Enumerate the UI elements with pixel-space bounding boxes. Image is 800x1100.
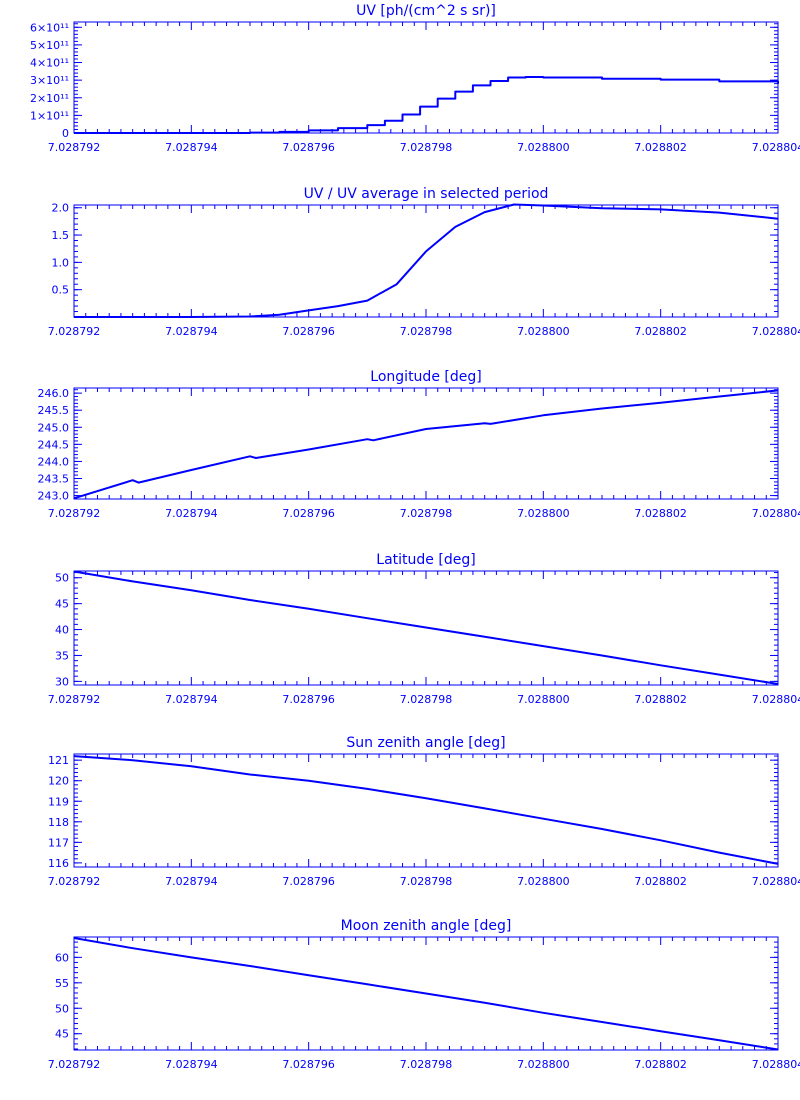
- y-tick-label: 50: [55, 572, 69, 585]
- x-tick-label: 7.028794: [165, 693, 218, 706]
- panel-title: UV / UV average in selected period: [304, 186, 549, 202]
- chart-panel: Longitude [deg] 7.028792 7.028794 7.028796 7…: [38, 369, 800, 520]
- x-tick-label: 7.028794: [165, 1058, 218, 1071]
- x-tick-label: 7.028792: [48, 141, 101, 154]
- y-tick-label: 40: [55, 624, 69, 637]
- y-tick-label: 45: [55, 598, 69, 611]
- y-tick-label: 0: [62, 127, 69, 140]
- x-tick-label: 7.028800: [517, 1058, 570, 1071]
- series-line: [74, 76, 779, 134]
- x-tick-label: 7.028800: [517, 693, 570, 706]
- x-tick-label: 7.028796: [282, 693, 335, 706]
- x-tick-label: 7.028798: [400, 325, 453, 338]
- y-tick-label: 245.0: [38, 421, 70, 434]
- x-tick-label: 7.028798: [400, 693, 453, 706]
- x-tick-label: 7.028792: [48, 1058, 101, 1071]
- plot-frame: [73, 387, 779, 500]
- y-tick-label: 116: [48, 857, 69, 870]
- y-tick-label: 243.5: [38, 473, 70, 486]
- x-tick-label: 7.028792: [48, 693, 101, 706]
- chart-panel: Latitude [deg] 7.028792 7.028794 7.028796 7.…: [48, 552, 800, 706]
- panel-title: Latitude [deg]: [376, 552, 475, 568]
- series-line: [73, 755, 779, 865]
- x-tick-label: 7.028798: [400, 141, 453, 154]
- x-tick-label: 7.028798: [400, 1058, 453, 1071]
- y-tick-label: 119: [48, 795, 69, 808]
- chart-panel: UV / UV average in selected period 7.0287…: [48, 186, 800, 338]
- y-tick-label: 2.0: [52, 202, 70, 215]
- series-line: [73, 389, 779, 500]
- y-tick-label: 30: [55, 675, 69, 688]
- chart-panel: UV [ph/(cm^2 s sr)] 7.028792 7.028794 7.028…: [30, 3, 800, 154]
- y-tick-label: 1.5: [52, 229, 70, 242]
- y-tick-label: 246.0: [38, 387, 70, 400]
- x-tick-label: 7.028802: [634, 693, 687, 706]
- x-tick-label: 7.028796: [282, 875, 335, 888]
- x-tick-label: 7.028798: [400, 875, 453, 888]
- x-tick-label: 7.028804: [752, 693, 800, 706]
- x-tick-label: 7.028802: [634, 141, 687, 154]
- y-tick-label: 45: [55, 1028, 69, 1041]
- y-tick-label: 244.0: [38, 455, 70, 468]
- y-tick-label: 60: [55, 951, 69, 964]
- y-tick-label: 2×10¹¹: [30, 92, 69, 105]
- x-tick-label: 7.028792: [48, 507, 101, 520]
- panel-title: UV [ph/(cm^2 s sr)]: [356, 3, 496, 19]
- series-line: [73, 570, 779, 685]
- x-tick-label: 7.028804: [752, 325, 800, 338]
- y-tick-label: 55: [55, 977, 69, 990]
- x-tick-label: 7.028794: [165, 325, 218, 338]
- y-tick-label: 50: [55, 1002, 69, 1015]
- x-tick-label: 7.028796: [282, 507, 335, 520]
- series-line: [73, 937, 779, 1051]
- x-tick-label: 7.028796: [282, 141, 335, 154]
- y-tick-label: 35: [55, 649, 69, 662]
- x-tick-label: 7.028802: [634, 507, 687, 520]
- y-tick-label: 1.0: [52, 256, 70, 269]
- x-tick-label: 7.028800: [517, 507, 570, 520]
- y-tick-label: 6×10¹¹: [30, 21, 69, 34]
- chart-panel: Moon zenith angle [deg] 7.028792 7.028794 7…: [48, 918, 800, 1071]
- x-tick-label: 7.028802: [634, 1058, 687, 1071]
- x-tick-label: 7.028804: [752, 1058, 800, 1071]
- y-tick-label: 118: [48, 816, 69, 829]
- chart-panel: Sun zenith angle [deg] 7.028792 7.028794 7.…: [48, 735, 800, 888]
- y-tick-label: 121: [48, 754, 69, 767]
- plot-frame: [73, 21, 779, 134]
- x-tick-label: 7.028804: [752, 875, 800, 888]
- y-tick-label: 117: [48, 836, 69, 849]
- panel-title: Sun zenith angle [deg]: [346, 735, 505, 751]
- series-line: [74, 203, 779, 318]
- y-tick-label: 120: [48, 775, 69, 788]
- x-tick-label: 7.028800: [517, 325, 570, 338]
- y-tick-label: 5×10¹¹: [30, 39, 69, 52]
- panel-title: Longitude [deg]: [370, 369, 481, 385]
- x-tick-label: 7.028802: [634, 875, 687, 888]
- x-tick-label: 7.028798: [400, 507, 453, 520]
- x-tick-label: 7.028796: [282, 1058, 335, 1071]
- x-tick-label: 7.028794: [165, 875, 218, 888]
- x-tick-label: 7.028792: [48, 875, 101, 888]
- x-tick-label: 7.028802: [634, 325, 687, 338]
- x-tick-label: 7.028804: [752, 141, 800, 154]
- y-tick-label: 244.5: [38, 438, 70, 451]
- x-tick-label: 7.028792: [48, 325, 101, 338]
- y-tick-label: 0.5: [52, 284, 70, 297]
- y-tick-label: 3×10¹¹: [30, 74, 69, 87]
- x-tick-label: 7.028800: [517, 875, 570, 888]
- y-tick-label: 4×10¹¹: [30, 57, 69, 70]
- panel-title: Moon zenith angle [deg]: [341, 918, 512, 934]
- x-tick-label: 7.028800: [517, 141, 570, 154]
- x-tick-label: 7.028796: [282, 325, 335, 338]
- y-tick-label: 1×10¹¹: [30, 109, 69, 122]
- x-tick-label: 7.028794: [165, 507, 218, 520]
- y-tick-label: 243.0: [38, 490, 70, 503]
- plot-frame: [73, 204, 779, 318]
- x-tick-label: 7.028804: [752, 507, 800, 520]
- y-tick-label: 245.5: [38, 404, 70, 417]
- plot-frame: [73, 753, 779, 868]
- x-tick-label: 7.028794: [165, 141, 218, 154]
